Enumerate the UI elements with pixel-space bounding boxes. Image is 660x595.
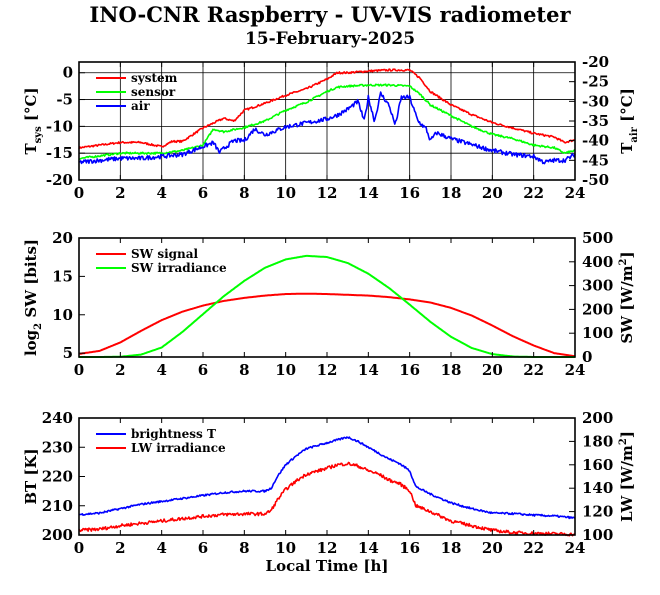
panel-1-x-tick-label: 18 bbox=[441, 184, 462, 202]
panel-1-x-tick-label: 0 bbox=[74, 184, 84, 202]
panel-3-y-tick-label: 210 bbox=[42, 497, 73, 515]
panel-1-y-tick-label: -5 bbox=[56, 91, 73, 109]
panel-1-x-tick-label: 24 bbox=[565, 184, 586, 202]
panel-3-x-tick-label: 4 bbox=[156, 539, 166, 557]
panel-2-x-tick-label: 4 bbox=[156, 361, 166, 379]
panel-2-x-tick-label: 6 bbox=[198, 361, 208, 379]
panel-2-y2-tick-label: 400 bbox=[582, 253, 613, 271]
panel-2-y-axis-label: log2 SW [bits] bbox=[22, 239, 44, 356]
panel-1-legend-label: air bbox=[131, 99, 150, 113]
panel-2-x-tick-label: 16 bbox=[399, 361, 420, 379]
panel-3-y-tick-label: 230 bbox=[42, 438, 73, 456]
panel-3-legend-label: brightness T bbox=[131, 427, 216, 441]
panel-2-y2-tick-label: 200 bbox=[582, 300, 613, 318]
panel-2-series-sw-signal bbox=[78, 292, 576, 358]
panel-2-x-tick-label: 24 bbox=[565, 361, 586, 379]
panel-1-y2-tick-label: -50 bbox=[582, 171, 609, 189]
panel-1-y-tick-label: -15 bbox=[46, 144, 73, 162]
panel-1-legend-label: sensor bbox=[131, 85, 176, 99]
panel-1-x-tick-label: 20 bbox=[482, 184, 503, 202]
panel-2-y2-tick-label: 500 bbox=[582, 229, 613, 247]
panel-1-y2-tick-label: -30 bbox=[582, 92, 609, 110]
panel-2-legend-label: SW irradiance bbox=[131, 261, 227, 275]
panel-1-x-tick-label: 8 bbox=[239, 184, 249, 202]
panel-1-y2-tick-label: -45 bbox=[582, 151, 609, 169]
panel-2-y-tick-label: 20 bbox=[52, 229, 73, 247]
panel-2-x-tick-label: 22 bbox=[523, 361, 544, 379]
panel-1-y-tick-label: 0 bbox=[63, 64, 73, 82]
panel-3-x-tick-label: 2 bbox=[115, 539, 125, 557]
panel-2-y2-axis-label: SW [W/m2] bbox=[618, 251, 636, 343]
panel-3-x-tick-label: 18 bbox=[441, 539, 462, 557]
panel-3-y-tick-label: 240 bbox=[42, 409, 73, 427]
panel-3-y-tick-label: 200 bbox=[42, 526, 73, 544]
panel-3-x-tick-label: 24 bbox=[565, 539, 586, 557]
panel-3-y2-tick-label: 100 bbox=[582, 526, 613, 544]
panel-2-y2-tick-label: 300 bbox=[582, 277, 613, 295]
panel-1-x-tick-label: 6 bbox=[198, 184, 208, 202]
panel-1-y2-tick-label: -20 bbox=[582, 53, 609, 71]
panel-2-x-tick-label: 14 bbox=[358, 361, 379, 379]
panel-2-x-tick-label: 0 bbox=[74, 361, 84, 379]
page-subtitle: 15-February-2025 bbox=[244, 29, 416, 49]
panel-3-x-tick-label: 16 bbox=[399, 539, 420, 557]
panel-1-x-tick-label: 4 bbox=[156, 184, 166, 202]
panel-2-x-tick-label: 2 bbox=[115, 361, 125, 379]
panel-3-x-tick-label: 6 bbox=[198, 539, 208, 557]
panel-2-y2-tick-label: 100 bbox=[582, 324, 613, 342]
panel-3-x-tick-label: 0 bbox=[74, 539, 84, 557]
panel-1-x-tick-label: 22 bbox=[523, 184, 544, 202]
panel-3-x-tick-label: 8 bbox=[239, 539, 249, 557]
panel-3-y-axis-label: BT [K] bbox=[22, 448, 40, 504]
panel-1-legend-label: system bbox=[131, 71, 178, 85]
panel-3-y2-tick-label: 140 bbox=[582, 479, 613, 497]
panel-3-series-lw-irradiance bbox=[78, 461, 576, 537]
panel-1-x-tick-label: 12 bbox=[317, 184, 338, 202]
panel-3-y2-axis-label: LW [W/m2] bbox=[618, 431, 636, 522]
panel-3-legend-label: LW irradiance bbox=[131, 441, 226, 455]
panel-1-series-sensor bbox=[78, 83, 576, 160]
page-title: INO-CNR Raspberry - UV-VIS radiometer bbox=[89, 2, 571, 27]
panel-1-series-system bbox=[78, 68, 576, 150]
panel-1-y2-axis-label: Tair [°C] bbox=[618, 88, 640, 154]
panel-1-x-tick-label: 14 bbox=[358, 184, 379, 202]
panel-2-x-tick-label: 18 bbox=[441, 361, 462, 379]
panel-3-y-tick-label: 220 bbox=[42, 468, 73, 486]
panel-1-y2-tick-label: -40 bbox=[582, 132, 609, 150]
panel-3-x-tick-label: 20 bbox=[482, 539, 503, 557]
panel-1-x-tick-label: 2 bbox=[115, 184, 125, 202]
panel-2-y-tick-label: 15 bbox=[52, 267, 73, 285]
panel-1-y2-tick-label: -25 bbox=[582, 73, 609, 91]
panel-1-y2-tick-label: -35 bbox=[582, 112, 609, 130]
panel-2-x-tick-label: 8 bbox=[239, 361, 249, 379]
x-axis-label: Local Time [h] bbox=[266, 557, 389, 575]
panel-1-x-tick-label: 10 bbox=[275, 184, 296, 202]
panel-3-y2-tick-label: 200 bbox=[582, 409, 613, 427]
panel-1-y-tick-label: -20 bbox=[46, 171, 73, 189]
panel-1-series-air bbox=[79, 91, 576, 165]
panel-3-x-tick-label: 22 bbox=[523, 539, 544, 557]
panel-3-y2-tick-label: 120 bbox=[582, 503, 613, 521]
panel-2-x-tick-label: 20 bbox=[482, 361, 503, 379]
panel-2-x-tick-label: 12 bbox=[317, 361, 338, 379]
panel-2-y-tick-label: 5 bbox=[63, 344, 73, 362]
panel-2-legend-label: SW signal bbox=[131, 247, 199, 261]
panel-1-y-axis-label: Tsys [°C] bbox=[22, 87, 44, 154]
panel-1-x-tick-label: 16 bbox=[399, 184, 420, 202]
panel-3-series-brightness-t bbox=[78, 436, 576, 520]
panel-3-y2-tick-label: 180 bbox=[582, 432, 613, 450]
panel-3-x-tick-label: 14 bbox=[358, 539, 379, 557]
panel-1-y-tick-label: -10 bbox=[46, 117, 73, 135]
panel-3-y2-tick-label: 160 bbox=[582, 456, 613, 474]
panel-2-y2-tick-label: 0 bbox=[582, 348, 592, 366]
panel-3-x-tick-label: 12 bbox=[317, 539, 338, 557]
panel-2-x-tick-label: 10 bbox=[275, 361, 296, 379]
panel-3-x-tick-label: 10 bbox=[275, 539, 296, 557]
panel-2-y-tick-label: 10 bbox=[52, 306, 73, 324]
